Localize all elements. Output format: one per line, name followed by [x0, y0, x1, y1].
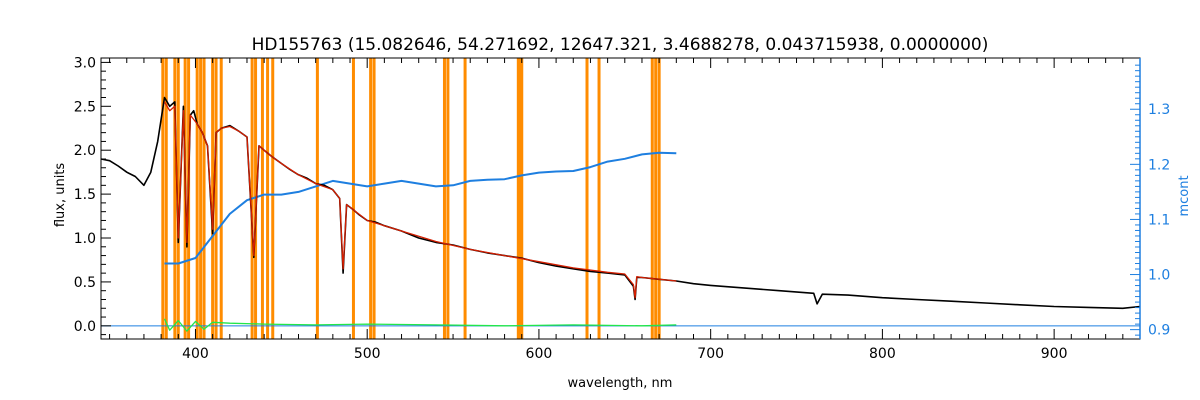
mask-band: [195, 58, 199, 339]
x-tick-label: 800: [869, 346, 896, 362]
y-tick-label: 2.0: [74, 143, 96, 159]
x-axis-title: wavelength, nm: [568, 376, 673, 391]
series-mcont: [164, 151, 677, 265]
x-axis: 400 500 600 700 800 900: [109, 58, 1141, 362]
y-axis: 0.0 0.5 1.0 1.5 2.0 2.5 3.0: [74, 55, 111, 336]
mask-band: [585, 58, 589, 339]
mask-band: [463, 58, 467, 339]
y2-tick-label: 0.9: [1148, 323, 1170, 339]
mask-band: [260, 58, 264, 339]
mask-band: [650, 58, 654, 339]
mask-band: [597, 58, 601, 339]
y-tick-label: 0.0: [74, 319, 96, 335]
mask-band: [372, 58, 376, 339]
mask-band: [351, 58, 355, 339]
mask-band: [219, 58, 223, 339]
mask-band: [654, 58, 658, 339]
mask-band: [315, 58, 319, 339]
y2-tick-label: 1.2: [1148, 157, 1170, 173]
y-tick-label: 1.5: [74, 187, 96, 203]
y2-tick-label: 1.1: [1148, 212, 1170, 228]
y-axis-title: flux, units: [53, 163, 68, 228]
mask-band: [271, 58, 275, 339]
mask-band: [164, 58, 168, 339]
mask-band: [176, 58, 180, 339]
y2-tick-label: 1.3: [1148, 102, 1170, 118]
mask-band: [442, 58, 446, 339]
y-tick-label: 3.0: [74, 55, 96, 71]
masked-regions: [161, 58, 661, 339]
mask-band: [520, 58, 524, 339]
series-residual: [163, 318, 677, 332]
y-tick-label: 2.5: [74, 99, 96, 115]
series-model: [163, 101, 677, 299]
y-tick-label: 1.0: [74, 231, 96, 247]
y2-axis: 0.9 1.0 1.1 1.2 1.3: [1130, 58, 1170, 339]
mask-band: [202, 58, 206, 339]
mask-band: [173, 58, 177, 339]
x-tick-label: 900: [1041, 346, 1068, 362]
mask-band: [657, 58, 661, 339]
x-tick-label: 500: [354, 346, 381, 362]
mask-band: [446, 58, 450, 339]
y2-tick-label: 1.0: [1148, 268, 1170, 284]
mask-band: [266, 58, 270, 339]
series-layer: [100, 96, 1141, 332]
mask-band: [161, 58, 165, 339]
mask-band: [518, 58, 522, 339]
y2-axis-title: mcont: [1177, 175, 1192, 216]
x-tick-label: 700: [697, 346, 724, 362]
mask-band: [214, 58, 218, 339]
y-tick-label: 0.5: [74, 275, 96, 291]
mask-band: [254, 58, 258, 339]
chart-title: HD155763 (15.082646, 54.271692, 12647.32…: [252, 35, 989, 55]
x-tick-label: 400: [182, 346, 209, 362]
mask-band: [516, 58, 520, 339]
x-tick-label: 600: [526, 346, 553, 362]
mask-band: [369, 58, 373, 339]
mask-band: [199, 58, 203, 339]
mask-band: [211, 58, 215, 339]
